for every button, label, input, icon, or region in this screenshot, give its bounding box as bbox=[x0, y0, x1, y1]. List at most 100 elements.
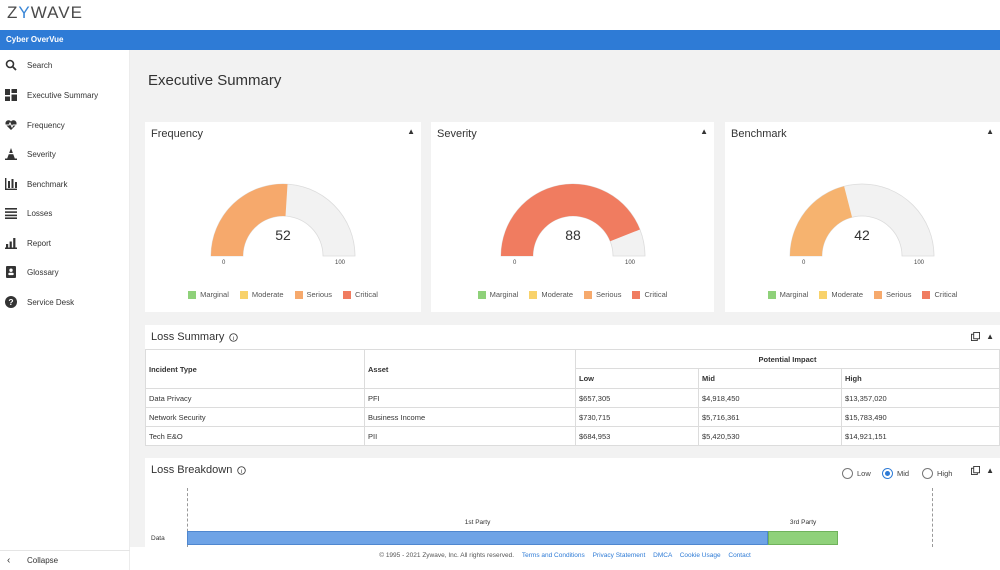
legend-swatch bbox=[922, 290, 931, 299]
radio-low[interactable]: Low bbox=[842, 468, 871, 479]
sidebar-item-label: Glossary bbox=[27, 267, 59, 277]
dmca-link[interactable]: DMCA bbox=[653, 552, 672, 559]
info-icon[interactable]: i bbox=[229, 332, 239, 342]
sidebar-item-benchmark[interactable]: Benchmark bbox=[0, 173, 130, 195]
gauge-max-label: 100 bbox=[335, 260, 346, 266]
radio-circle bbox=[882, 468, 893, 479]
legend-item[interactable]: Moderate bbox=[239, 290, 284, 299]
legend-item[interactable]: Critical bbox=[632, 290, 667, 299]
app-title: Cyber OverVue bbox=[6, 35, 64, 44]
zywave-logo[interactable]: ZYWAVE bbox=[7, 3, 83, 22]
legend-swatch bbox=[767, 290, 776, 299]
legend-item[interactable]: Serious bbox=[874, 290, 911, 299]
legend-swatch bbox=[477, 290, 486, 299]
third-party-bar[interactable] bbox=[768, 531, 839, 545]
sidebar-item-search[interactable]: Search bbox=[0, 54, 130, 76]
table-row: Data Privacy PFI $657,305 $4,918,450 $13… bbox=[145, 388, 1000, 408]
legend-item[interactable]: Marginal bbox=[188, 290, 229, 299]
sidebar-item-label: Report bbox=[27, 238, 52, 248]
gauge-legend: Marginal Moderate Serious Critical bbox=[145, 290, 421, 299]
sidebar-item-label: Frequency bbox=[27, 120, 65, 130]
dashboard-icon bbox=[5, 89, 17, 101]
gauge-value: 42 bbox=[854, 227, 870, 243]
column-header[interactable]: Mid bbox=[698, 368, 842, 389]
frequency-gauge bbox=[210, 183, 356, 257]
legend-item[interactable]: Marginal bbox=[767, 290, 808, 299]
collapse-caret-icon[interactable]: ▲ bbox=[986, 127, 994, 136]
radio-mid[interactable]: Mid bbox=[882, 468, 909, 479]
card-title: Benchmark bbox=[731, 128, 787, 140]
info-icon[interactable]: i bbox=[237, 465, 247, 475]
terms-link[interactable]: Terms and Conditions bbox=[521, 552, 585, 559]
gauge-min-label: 0 bbox=[222, 260, 226, 266]
collapse-caret-icon[interactable]: ▲ bbox=[986, 466, 994, 475]
sidebar-item-glossary[interactable]: Glossary bbox=[0, 261, 130, 283]
card-title: Loss Summary i bbox=[151, 331, 239, 343]
legend-item[interactable]: Serious bbox=[294, 290, 332, 299]
third-party-label: 3rd Party bbox=[789, 519, 817, 526]
legend-swatch bbox=[874, 290, 883, 299]
legend-swatch bbox=[239, 290, 248, 299]
footer: © 1995 - 2021 Zywave, Inc. All rights re… bbox=[130, 552, 1000, 570]
sidebar-item-losses[interactable]: Losses bbox=[0, 202, 130, 224]
table-cell: Business Income bbox=[364, 407, 576, 427]
axis-line-right bbox=[932, 488, 933, 547]
radio-circle bbox=[842, 468, 853, 479]
copyright-text: © 1995 - 2021 Zywave, Inc. All rights re… bbox=[379, 552, 515, 559]
collapse-button[interactable]: ‹ Collapse bbox=[0, 550, 130, 570]
column-header[interactable]: Asset bbox=[364, 349, 576, 389]
gauge-fill bbox=[790, 186, 853, 256]
sidebar-item-label: Losses bbox=[27, 208, 53, 218]
collapse-caret-icon[interactable]: ▲ bbox=[700, 127, 708, 136]
legend-item[interactable]: Serious bbox=[584, 290, 621, 299]
copy-icon[interactable] bbox=[971, 332, 980, 341]
help-icon: ? bbox=[5, 296, 17, 308]
table-cell: $684,953 bbox=[575, 426, 699, 446]
svg-text:i: i bbox=[233, 335, 234, 341]
sidebar-item-severity[interactable]: Severity bbox=[0, 143, 130, 165]
column-header[interactable]: Low bbox=[575, 368, 699, 389]
legend-item[interactable]: Moderate bbox=[819, 290, 863, 299]
table-cell: Network Security bbox=[145, 407, 365, 427]
table-cell: Data Privacy bbox=[145, 388, 365, 408]
first-party-bar[interactable] bbox=[187, 531, 769, 545]
legend-swatch bbox=[188, 290, 197, 299]
report-icon bbox=[5, 238, 17, 249]
privacy-link[interactable]: Privacy Statement bbox=[592, 552, 646, 559]
sidebar-item-label: Severity bbox=[27, 149, 56, 159]
cookie-usage-link[interactable]: Cookie Usage bbox=[679, 552, 721, 559]
collapse-caret-icon[interactable]: ▲ bbox=[407, 127, 415, 136]
sidebar-item-label: Executive Summary bbox=[27, 90, 99, 100]
column-header[interactable]: Incident Type bbox=[145, 349, 365, 389]
legend-item[interactable]: Moderate bbox=[529, 290, 573, 299]
first-party-label: 1st Party bbox=[464, 519, 491, 526]
table-cell: $657,305 bbox=[575, 388, 699, 408]
legend-item[interactable]: Critical bbox=[342, 290, 378, 299]
sidebar-item-executive-summary[interactable]: Executive Summary bbox=[0, 84, 130, 106]
legend-swatch bbox=[294, 290, 303, 299]
loss-breakdown-card: Loss Breakdown i Low Mid High ▲ Data 1st… bbox=[145, 458, 1000, 547]
row-label: Data bbox=[151, 535, 165, 542]
sidebar-item-report[interactable]: Report bbox=[0, 232, 130, 254]
legend-swatch bbox=[819, 290, 828, 299]
column-header[interactable]: High bbox=[841, 368, 1000, 389]
gauge-value: 52 bbox=[275, 227, 291, 243]
gauge-fill bbox=[211, 184, 288, 256]
gauge-min-label: 0 bbox=[802, 260, 806, 266]
svg-text:i: i bbox=[241, 468, 242, 474]
loss-summary-card: Loss Summary i ▲ Incident Type Asset Pot… bbox=[145, 325, 1000, 446]
sidebar-item-frequency[interactable]: Frequency bbox=[0, 114, 130, 136]
svg-text:?: ? bbox=[8, 297, 13, 307]
sidebar-item-label: Search bbox=[27, 60, 53, 70]
copy-icon[interactable] bbox=[971, 466, 980, 475]
legend-item[interactable]: Critical bbox=[922, 290, 957, 299]
radio-high[interactable]: High bbox=[922, 468, 952, 479]
severity-gauge bbox=[500, 183, 646, 257]
contact-link[interactable]: Contact bbox=[728, 552, 751, 559]
legend-item[interactable]: Marginal bbox=[477, 290, 518, 299]
app-title-bar: Cyber OverVue bbox=[0, 30, 1000, 50]
bar-chart-icon bbox=[5, 178, 17, 190]
gauge-legend: Marginal Moderate Serious Critical bbox=[725, 290, 1000, 299]
collapse-caret-icon[interactable]: ▲ bbox=[986, 332, 994, 341]
sidebar-item-service-desk[interactable]: ? Service Desk bbox=[0, 291, 130, 313]
